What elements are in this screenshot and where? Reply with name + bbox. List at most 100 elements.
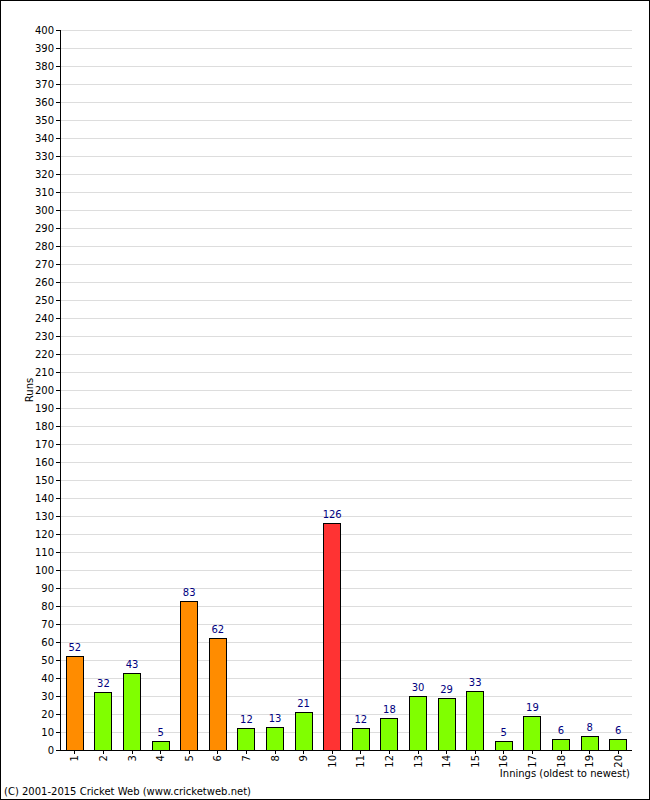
x-tick-label: 2 [98, 755, 109, 761]
y-tick [56, 660, 60, 661]
x-tick [275, 750, 276, 754]
y-tick-label: 220 [35, 349, 54, 360]
data-label: 6 [615, 725, 621, 736]
y-tick-label: 250 [35, 295, 54, 306]
x-tick [418, 750, 419, 754]
y-tick [56, 462, 60, 463]
y-tick-label: 180 [35, 421, 54, 432]
grid-line [60, 282, 632, 283]
y-tick [56, 174, 60, 175]
grid-line [60, 732, 632, 733]
y-tick-label: 310 [35, 187, 54, 198]
x-tick-label: 18 [556, 755, 567, 768]
y-tick [56, 354, 60, 355]
bar [210, 639, 227, 751]
y-tick-label: 190 [35, 403, 54, 414]
x-tick-label: 3 [127, 755, 138, 761]
y-tick-label: 80 [41, 601, 54, 612]
y-tick [56, 390, 60, 391]
grid-line [60, 516, 632, 517]
data-label: 6 [558, 725, 564, 736]
data-label: 62 [211, 624, 224, 635]
y-tick [56, 120, 60, 121]
y-tick-label: 20 [41, 709, 54, 720]
grid-line [60, 336, 632, 337]
y-axis [60, 30, 61, 750]
y-tick [56, 426, 60, 427]
data-label: 5 [501, 727, 507, 738]
y-tick-label: 400 [35, 25, 54, 36]
y-tick-label: 160 [35, 457, 54, 468]
bars [67, 524, 627, 751]
y-tick-label: 370 [35, 79, 54, 90]
grid-line [60, 300, 632, 301]
x-tick-label: 15 [470, 755, 481, 768]
y-tick-label: 320 [35, 169, 54, 180]
grid-line [60, 84, 632, 85]
grid-line [60, 138, 632, 139]
y-tick [56, 642, 60, 643]
bar [353, 729, 370, 751]
x-tick-label: 4 [155, 755, 166, 761]
grid-line [60, 696, 632, 697]
bar [124, 674, 141, 751]
y-tick-label: 330 [35, 151, 54, 162]
y-tick-label: 10 [41, 727, 54, 738]
y-tick-label: 140 [35, 493, 54, 504]
y-tick-label: 230 [35, 331, 54, 342]
grid-line [60, 120, 632, 121]
grid-line [60, 750, 632, 751]
y-tick [56, 732, 60, 733]
y-tick-label: 70 [41, 619, 54, 630]
bar [324, 524, 341, 751]
y-tick-label: 30 [41, 691, 54, 702]
y-tick-label: 90 [41, 583, 54, 594]
grid-line [60, 318, 632, 319]
x-tick [446, 750, 447, 754]
bar [67, 657, 84, 751]
grid-line [60, 156, 632, 157]
grid-line [60, 30, 632, 31]
bar [267, 728, 284, 751]
x-tick-label: 7 [241, 755, 252, 761]
y-tick [56, 30, 60, 31]
x-tick [389, 750, 390, 754]
x-tick-label: 8 [270, 755, 281, 761]
data-label: 52 [68, 642, 81, 653]
bar [553, 740, 570, 751]
x-tick-label: 17 [527, 755, 538, 768]
y-tick [56, 336, 60, 337]
grid-line [60, 498, 632, 499]
y-tick [56, 480, 60, 481]
y-tick-label: 270 [35, 259, 54, 270]
y-tick [56, 48, 60, 49]
y-tick [56, 534, 60, 535]
grid-line [60, 642, 632, 643]
y-tick-label: 280 [35, 241, 54, 252]
x-tick [160, 750, 161, 754]
bar [582, 737, 599, 751]
y-tick-label: 290 [35, 223, 54, 234]
x-tick [503, 750, 504, 754]
bar [439, 699, 456, 751]
grid-line [60, 534, 632, 535]
y-tick-label: 340 [35, 133, 54, 144]
data-label: 126 [323, 509, 342, 520]
y-tick-label: 100 [35, 565, 54, 576]
y-tick [56, 156, 60, 157]
y-tick-label: 200 [35, 385, 54, 396]
x-tick [589, 750, 590, 754]
grid-line [60, 264, 632, 265]
y-tick [56, 138, 60, 139]
grid-line [60, 192, 632, 193]
y-tick [56, 84, 60, 85]
y-tick [56, 372, 60, 373]
x-tick [360, 750, 361, 754]
bar [410, 697, 427, 751]
y-tick-label: 260 [35, 277, 54, 288]
x-tick-label: 20 [613, 755, 624, 768]
data-label: 12 [354, 714, 367, 725]
border [1, 1, 650, 800]
x-tick-label: 10 [327, 755, 338, 768]
data-label: 29 [440, 684, 453, 695]
